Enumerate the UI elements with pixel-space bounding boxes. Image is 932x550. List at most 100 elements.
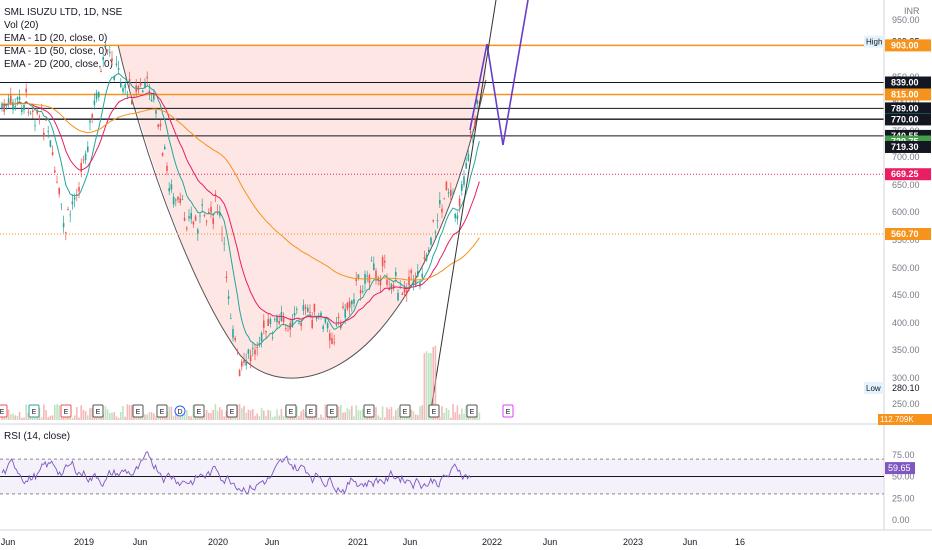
candle-body: [62, 223, 65, 228]
ema-200-label[interactable]: EMA - 2D (200, close, 0): [4, 59, 113, 70]
earnings-marker: [285, 404, 297, 418]
event-letter: E: [160, 409, 165, 416]
price-axis-badge-text: 839.00: [891, 78, 919, 88]
price-tick-label: 600.00: [892, 207, 920, 217]
price-axis-badge: [885, 168, 931, 181]
candle-body: [291, 319, 294, 328]
candle-body: [188, 216, 190, 219]
ema-20-label[interactable]: EMA - 1D (20, close, 0): [4, 33, 108, 44]
volume-bar: [296, 406, 298, 420]
rsi-indicator-label[interactable]: RSI (14, close): [4, 431, 71, 442]
event-letter: E: [506, 409, 511, 416]
volume-bar: [324, 404, 327, 420]
volume-bar: [326, 417, 329, 420]
candle-body: [29, 112, 32, 114]
price-tick-label: 950.00: [892, 15, 920, 25]
volume-bar: [454, 412, 456, 420]
volume-bar: [139, 417, 142, 420]
candle-body: [362, 291, 364, 293]
candle-body: [377, 277, 379, 281]
volume-bar: [359, 410, 362, 420]
candle-body: [463, 176, 465, 185]
earnings-marker: [0, 404, 8, 418]
candle-body: [67, 209, 69, 211]
candle-body: [78, 187, 80, 192]
ema-50-label[interactable]: EMA - 1D (50, close, 0): [4, 46, 108, 57]
volume-bar: [252, 408, 254, 420]
trend-line: [429, 0, 497, 417]
volume-bar: [76, 407, 78, 420]
candle-body: [47, 131, 49, 132]
candle-body: [406, 290, 408, 295]
event-letter: E: [0, 409, 5, 416]
event-letter: E: [289, 409, 294, 416]
event-letter: E: [432, 409, 437, 416]
volume-bar: [212, 410, 214, 420]
volume-bar: [71, 417, 74, 420]
candle-body: [212, 218, 214, 224]
price-tick-label: 700.00: [892, 152, 920, 162]
volume-bar: [417, 415, 419, 420]
candle-body: [82, 159, 85, 161]
candle-body: [456, 215, 459, 219]
volume-bar: [175, 411, 177, 420]
earnings-marker: [363, 404, 375, 418]
volume-bar: [445, 407, 448, 420]
volume-bar: [153, 413, 155, 420]
volume-bar: [300, 411, 302, 420]
time-tick-label: Jun: [543, 537, 558, 547]
volume-bar: [117, 417, 120, 420]
volume-bar: [115, 416, 118, 420]
candle-body: [346, 302, 349, 309]
candle-body: [403, 287, 406, 293]
candle-body: [157, 124, 159, 127]
candle-body: [175, 199, 177, 201]
volume-bar: [375, 407, 377, 420]
earnings-marker: [399, 404, 411, 418]
volume-bar: [348, 409, 351, 420]
candle-body: [417, 271, 419, 277]
currency-label: INR: [904, 6, 920, 16]
candle-body: [230, 318, 232, 320]
volume-bar: [260, 408, 263, 420]
candle-body: [263, 320, 265, 328]
candle-body: [142, 90, 144, 93]
earnings-marker: [156, 404, 168, 418]
candle-body: [430, 237, 432, 245]
candle-body: [472, 134, 474, 136]
volume-bar: [274, 416, 276, 420]
price-axis-badge: [885, 140, 931, 153]
candle-body: [375, 270, 377, 279]
rsi-tick-label: 25.00: [892, 493, 915, 503]
volume-bar: [265, 415, 267, 420]
candle-body: [73, 197, 76, 200]
event-marker: E: [326, 404, 338, 418]
candle-body: [276, 316, 278, 323]
volume-bar: [91, 407, 93, 420]
candle-body: [324, 317, 327, 323]
candle-body: [307, 307, 309, 312]
candle-body: [27, 111, 30, 113]
volume-bar: [282, 416, 285, 420]
candle-body: [322, 326, 324, 330]
volume-bar: [7, 409, 10, 420]
volume-bar: [16, 415, 19, 420]
volume-indicator-label[interactable]: Vol (20): [4, 20, 39, 31]
volume-bar: [461, 408, 463, 420]
volume-value: 112.709K: [880, 415, 914, 424]
volume-bar: [170, 406, 173, 420]
candle-body: [117, 68, 120, 70]
candle-body: [469, 131, 472, 133]
volume-bar: [263, 410, 265, 420]
volume-bar: [392, 416, 395, 420]
candle-body: [232, 329, 234, 338]
price-tick-label: 250.00: [892, 399, 920, 409]
volume-bar: [73, 415, 76, 420]
volume-bar: [258, 416, 261, 420]
price-axis-badge-text: 719.30: [891, 142, 919, 152]
symbol-title[interactable]: SML ISUZU LTD, 1D, NSE: [4, 7, 123, 18]
candle-body: [243, 360, 245, 363]
volume-bar: [463, 413, 465, 420]
event-letter: E: [309, 409, 314, 416]
